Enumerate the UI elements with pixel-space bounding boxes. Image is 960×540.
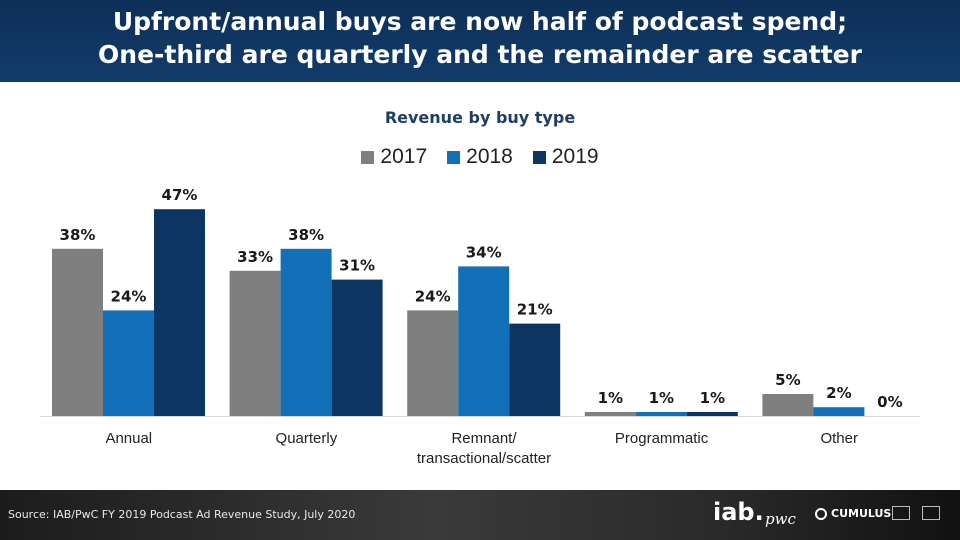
category-label: Remnant/ <box>451 430 517 447</box>
cumulus-logo: CUMULUS <box>815 507 891 520</box>
bar-chart: 38% 24% 47% Annual 33% 38% 31% Quarterly 24% 34% 2… <box>40 186 920 467</box>
bar-2018 <box>635 412 687 416</box>
data-label: 38% <box>288 226 324 244</box>
headline-line-1: Upfront/annual buys are now half of podc… <box>112 7 848 36</box>
legend-swatch-2019 <box>532 150 546 164</box>
data-label: 38% <box>60 226 96 244</box>
chart-legend: 2017 2018 2019 <box>0 145 960 169</box>
data-label: 1% <box>649 389 674 407</box>
data-label: 5% <box>775 371 800 389</box>
bar-2017 <box>229 270 281 416</box>
bar-2019 <box>509 323 561 416</box>
bar-2017 <box>584 412 636 416</box>
legend-swatch-2017 <box>361 150 375 164</box>
data-label: 47% <box>162 186 198 204</box>
pwc-logo: pwc <box>765 510 796 528</box>
legend-label-2019: 2019 <box>551 145 599 168</box>
cumulus-logo-text: CUMULUS <box>831 507 892 520</box>
bar-2019 <box>331 279 383 416</box>
bar-2017 <box>762 394 814 416</box>
legend-label-2018: 2018 <box>466 145 513 168</box>
category-label: Other <box>820 430 858 447</box>
data-label: 1% <box>700 389 725 407</box>
legend-swatch-2018 <box>447 150 461 164</box>
bar-2017 <box>52 248 103 416</box>
data-label: 0% <box>877 393 902 411</box>
partner-logo-icon <box>892 506 910 520</box>
bar-2019 <box>686 412 738 416</box>
data-label: 31% <box>339 257 375 275</box>
iab-logo: iab. <box>713 498 764 526</box>
partner-logo-icon <box>922 506 940 520</box>
cumulus-logo-icon <box>815 507 827 520</box>
category-label: Annual <box>105 430 152 447</box>
bar-2018 <box>280 248 332 416</box>
bar-2018 <box>103 310 154 416</box>
data-label: 1% <box>598 389 623 407</box>
legend-item-2019: 2019 <box>532 145 599 169</box>
title-banner: Upfront/annual buys are now half of podc… <box>0 0 960 82</box>
data-label: 2% <box>826 384 851 402</box>
legend-item-2018: 2018 <box>447 145 513 169</box>
data-label: 24% <box>111 287 147 305</box>
category-label: Quarterly <box>276 430 338 447</box>
source-note: Source: IAB/PwC FY 2019 Podcast Ad Reven… <box>8 508 356 521</box>
legend-item-2017: 2017 <box>361 145 427 169</box>
category-label: Programmatic <box>615 430 709 447</box>
category-label: transactional/scatter <box>417 450 551 467</box>
bar-2018 <box>458 266 510 416</box>
legend-label-2017: 2017 <box>380 145 428 168</box>
data-label: 21% <box>517 301 553 319</box>
bar-2019 <box>154 209 205 416</box>
data-label: 33% <box>237 248 273 266</box>
bar-2017 <box>407 310 459 416</box>
data-label: 34% <box>466 243 502 261</box>
data-label: 24% <box>415 287 451 305</box>
chart-title: Revenue by buy type <box>384 108 576 127</box>
bar-2018 <box>813 407 865 416</box>
headline-line-2: One-third are quarterly and the remainde… <box>98 40 862 69</box>
footer-bar: Source: IAB/PwC FY 2019 Podcast Ad Reven… <box>0 490 960 540</box>
